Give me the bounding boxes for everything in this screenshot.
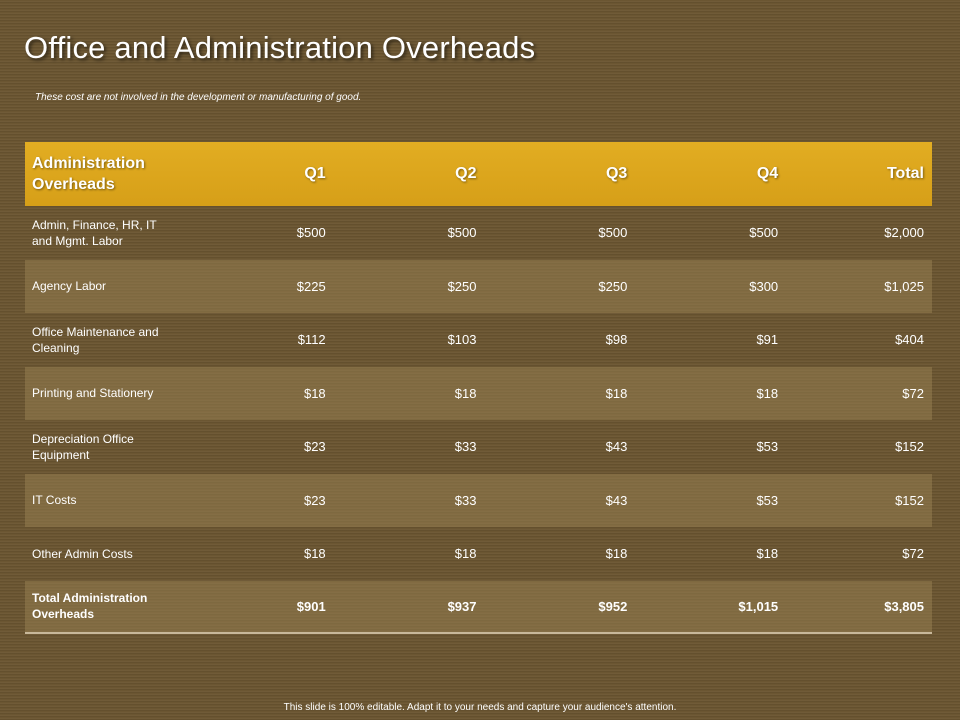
cell-q4: $18 — [756, 385, 779, 401]
table-header-row: Administration Overheads Q1 Q2 Q3 Q4 Tot… — [25, 142, 932, 206]
cell-q3: $500 — [598, 225, 628, 241]
total-cell-q3: $952 — [598, 598, 628, 614]
table-total-row: Total Administration Overheads $901 $937… — [25, 580, 932, 634]
table-row: Printing and Stationery $18 $18 $18 $18 … — [25, 366, 932, 420]
cell-q3: $43 — [605, 492, 628, 508]
cell-q2: $103 — [447, 332, 477, 348]
cell-q4: $53 — [756, 492, 779, 508]
cell-q4: $53 — [756, 439, 779, 455]
cell-total: $152 — [895, 439, 924, 455]
row-label: Printing and Stationery — [32, 386, 154, 401]
cell-q3: $98 — [605, 332, 628, 348]
cell-q3: $43 — [605, 439, 628, 455]
total-cell-total: $3,805 — [884, 598, 924, 614]
header-cell-q2: Q2 — [455, 165, 477, 182]
cell-q3: $18 — [605, 385, 628, 401]
table-row: Other Admin Costs $18 $18 $18 $18 $72 — [25, 527, 932, 581]
cell-q4: $91 — [756, 332, 779, 348]
cell-q1: $23 — [303, 439, 326, 455]
row-label: Other Admin Costs — [32, 546, 133, 561]
header-cell-q1: Q1 — [304, 165, 326, 182]
cell-q1: $18 — [303, 385, 326, 401]
total-row-label: Total Administration Overheads — [32, 591, 148, 622]
total-cell-q1: $901 — [296, 598, 326, 614]
cell-q2: $33 — [454, 439, 477, 455]
table-row: IT Costs $23 $33 $43 $53 $152 — [25, 473, 932, 527]
cell-q2: $18 — [454, 546, 477, 562]
header-cell-q3: Q3 — [605, 165, 628, 182]
cell-q4: $18 — [756, 546, 779, 562]
table-row: Admin, Finance, HR, IT and Mgmt. Labor $… — [25, 206, 932, 260]
total-cell-q4: $1,015 — [738, 598, 779, 614]
cell-total: $404 — [895, 332, 924, 348]
row-label: IT Costs — [32, 493, 77, 508]
footer-note: This slide is 100% editable. Adapt it to… — [283, 702, 677, 713]
page-subtitle: These cost are not involved in the devel… — [35, 92, 362, 103]
cell-total: $2,000 — [884, 225, 924, 241]
overheads-table: Administration Overheads Q1 Q2 Q3 Q4 Tot… — [25, 142, 932, 634]
cell-q3: $18 — [605, 546, 628, 562]
cell-q2: $250 — [447, 278, 477, 294]
cell-q4: $500 — [749, 225, 779, 241]
row-label: Admin, Finance, HR, IT and Mgmt. Labor — [32, 217, 157, 248]
cell-q1: $23 — [303, 492, 326, 508]
cell-q1: $112 — [297, 332, 326, 348]
table-row: Agency Labor $225 $250 $250 $300 $1,025 — [25, 259, 932, 313]
cell-q2: $500 — [447, 225, 477, 241]
header-cell-category: Administration Overheads — [32, 155, 145, 193]
header-cell-q4: Q4 — [756, 165, 779, 182]
row-label: Office Maintenance and Cleaning — [32, 324, 159, 355]
cell-total: $1,025 — [884, 278, 924, 294]
total-cell-q2: $937 — [447, 598, 477, 614]
header-cell-total: Total — [886, 165, 924, 182]
page-title: Office and Administration Overheads — [24, 30, 536, 65]
cell-q3: $250 — [598, 278, 628, 294]
row-label: Depreciation Office Equipment — [32, 431, 134, 462]
table-row: Depreciation Office Equipment $23 $33 $4… — [25, 420, 932, 474]
cell-total: $72 — [902, 385, 924, 401]
cell-q1: $18 — [303, 546, 326, 562]
cell-q2: $33 — [454, 492, 477, 508]
cell-q1: $500 — [296, 225, 326, 241]
cell-total: $72 — [902, 546, 924, 562]
cell-q2: $18 — [454, 385, 477, 401]
cell-q1: $225 — [296, 278, 326, 294]
cell-total: $152 — [895, 492, 924, 508]
table-row: Office Maintenance and Cleaning $112 $10… — [25, 313, 932, 367]
cell-q4: $300 — [749, 278, 779, 294]
row-label: Agency Labor — [32, 279, 107, 294]
